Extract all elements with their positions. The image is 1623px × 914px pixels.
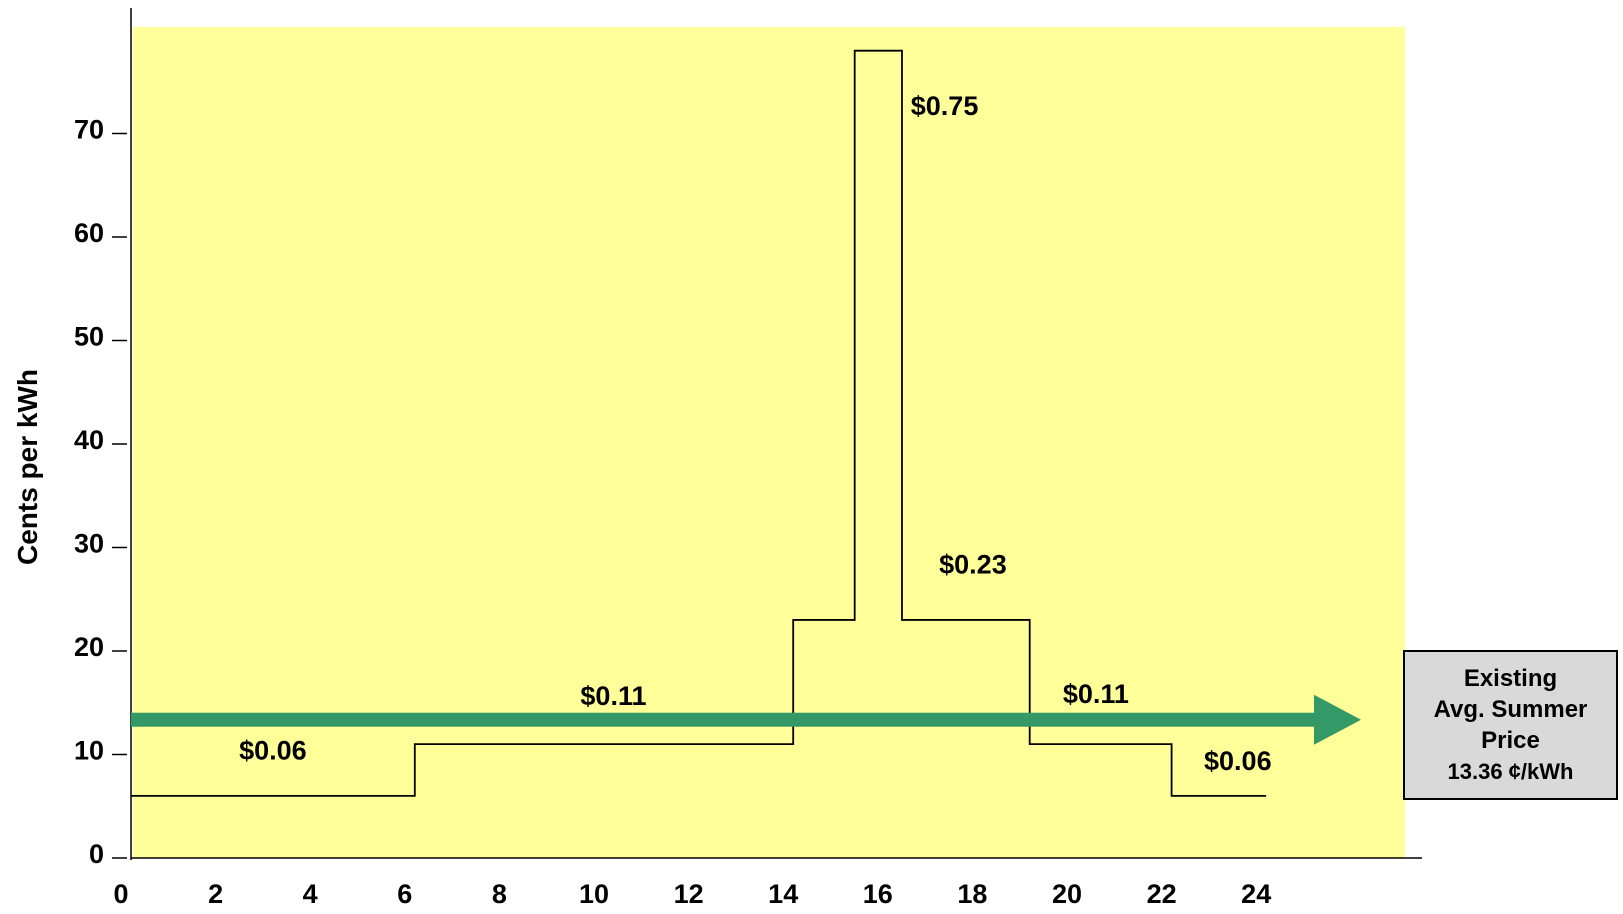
y-tick-label: 10 <box>74 736 104 766</box>
y-axis-title: Cents per kWh <box>12 369 43 565</box>
price-labels: $0.06 $0.11 $0.75 $0.23 $0.11 $0.06 <box>239 91 1271 776</box>
y-tick-label: 60 <box>74 218 104 248</box>
price-label: $0.75 <box>911 91 979 121</box>
plot-background <box>133 27 1405 858</box>
y-tick-label: 40 <box>74 425 104 455</box>
price-step-series <box>131 49 1267 797</box>
x-tick-label: 24 <box>1241 879 1271 909</box>
note-line-4: 13.36 ¢/kWh <box>1447 759 1574 784</box>
price-label: $0.11 <box>1063 679 1129 709</box>
x-tick-label: 8 <box>492 879 507 909</box>
note-line-2: Avg. Summer <box>1433 696 1588 723</box>
x-tick-label: 16 <box>863 879 893 909</box>
x-tick-label: 22 <box>1147 879 1177 909</box>
price-label: $0.23 <box>939 549 1007 579</box>
average-price-note: Existing Avg. Summer Price 13.36 ¢/kWh <box>1403 650 1618 800</box>
x-tick-label: 0 <box>113 879 128 909</box>
price-label: $0.11 <box>580 681 646 711</box>
y-tick-label: 0 <box>89 839 104 869</box>
arrow-shaft <box>131 712 1314 727</box>
price-label: $0.06 <box>1204 746 1272 776</box>
note-line-3: Price <box>1481 727 1540 754</box>
x-tick-label: 20 <box>1052 879 1082 909</box>
y-tick-label: 70 <box>74 115 104 145</box>
y-tick-label: 20 <box>74 632 104 662</box>
y-ticks: 0 10 20 30 40 50 60 70 <box>74 115 127 869</box>
note-line-1: Existing <box>1463 665 1558 692</box>
x-tick-label: 6 <box>397 879 412 909</box>
x-tick-label: 12 <box>674 879 704 909</box>
x-tick-label: 18 <box>957 879 987 909</box>
price-label: $0.06 <box>239 736 307 766</box>
x-tick-label: 2 <box>208 879 223 909</box>
x-ticks: 0 2 4 6 8 10 12 14 16 18 20 22 24 <box>113 879 1271 909</box>
x-tick-label: 10 <box>579 879 609 909</box>
y-tick-label: 30 <box>74 529 104 559</box>
arrow-head <box>1314 694 1361 745</box>
x-tick-label: 4 <box>303 879 318 909</box>
y-tick-label: 50 <box>74 322 104 352</box>
average-price-arrow <box>131 694 1361 745</box>
x-tick-label: 14 <box>768 879 798 909</box>
price-step-line <box>131 49 1267 797</box>
